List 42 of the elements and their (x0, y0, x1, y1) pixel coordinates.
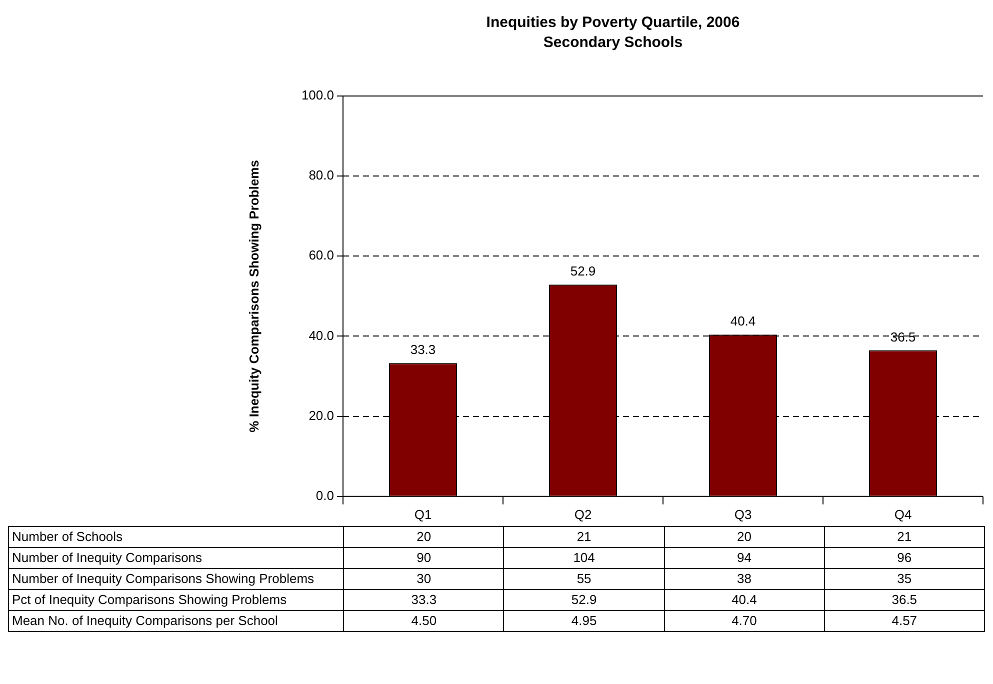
y-tick-label: 60.0 (308, 248, 334, 263)
text: Mean No. of Inequity Comparisons per School (8, 610, 344, 632)
text: 55 (504, 568, 664, 590)
text: 90 (344, 548, 504, 568)
text: Number of Inequity Comparisons Showing Problems (8, 568, 344, 590)
data-label: 40.4 (664, 590, 824, 610)
text: 20 (344, 526, 504, 548)
annotation: 52.9 (570, 264, 596, 279)
y-tick-label: 80.0 (308, 168, 334, 183)
x-tick-label: Q3 (734, 506, 752, 522)
text: 4.95 (504, 610, 664, 632)
y-tick-label: 0.0 (316, 488, 334, 503)
text: 96 (824, 548, 984, 568)
text: 104 (504, 548, 664, 568)
text: 35 (824, 568, 984, 590)
chart-title: Inequities by Poverty Quartile, 2006 (486, 14, 740, 32)
y-axis-title: % Inequity Comparisons Showing Problems (246, 160, 262, 432)
text: 20 (664, 526, 824, 548)
text: 94 (664, 548, 824, 568)
x-tick-label: Q4 (894, 506, 912, 522)
data-label: 36.5 (824, 590, 984, 610)
text: 30 (344, 568, 504, 590)
annotation: 40.4 (730, 314, 756, 329)
y-tick-label: 100.0 (301, 88, 334, 103)
y-tick-label: 20.0 (308, 408, 334, 423)
y-tick-label: 40.0 (308, 328, 334, 343)
text: Number of Schools (8, 526, 344, 548)
x-tick-label: Q1 (414, 506, 432, 522)
text: Number of Inequity Comparisons (8, 548, 344, 568)
annotation: 36.5 (890, 329, 916, 344)
text: 38 (664, 568, 824, 590)
annotation: 33.3 (410, 342, 436, 358)
text: Pct of Inequity Comparisons Showing Problems (8, 590, 344, 610)
data-label: 33.3 (344, 590, 504, 610)
chart-subtitle: Secondary Schools (543, 34, 683, 52)
text: 4.57 (824, 610, 984, 632)
data-label: 52.9 (504, 590, 664, 610)
text: 4.70 (664, 610, 824, 632)
text: 21 (824, 526, 984, 548)
text: 21 (504, 526, 664, 548)
text: 4.50 (344, 610, 504, 632)
x-tick-label: Q2 (574, 506, 592, 522)
